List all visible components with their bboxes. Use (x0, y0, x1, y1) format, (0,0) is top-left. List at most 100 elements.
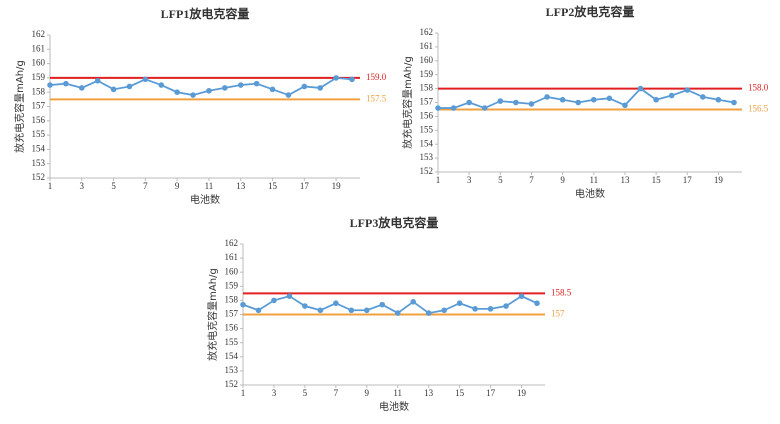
data-point (379, 301, 386, 308)
reference-label: 156.5 (748, 104, 769, 114)
x-tick-label: 5 (303, 388, 308, 398)
x-tick-label: 5 (498, 175, 503, 185)
y-tick-label: 162 (420, 27, 434, 37)
data-point (487, 306, 494, 312)
data-point (684, 87, 691, 93)
data-point (190, 92, 196, 98)
x-tick-label: 17 (486, 388, 496, 398)
x-tick-label: 11 (589, 175, 598, 185)
y-tick-label: 156 (420, 110, 434, 120)
chart-title: LFP3放电克容量 (350, 215, 439, 230)
y-tick-label: 161 (225, 252, 239, 262)
data-point (142, 76, 149, 83)
y-tick-label: 153 (225, 365, 239, 375)
chart-title: LFP1放电克容量 (161, 6, 250, 21)
y-tick-label: 152 (225, 379, 239, 389)
data-point (622, 102, 628, 109)
y-tick-label: 157 (32, 101, 46, 111)
x-tick-label: 7 (143, 181, 148, 191)
y-tick-label: 159 (420, 69, 434, 79)
data-point (575, 99, 582, 106)
x-tick-label: 7 (334, 388, 339, 398)
data-point (333, 300, 339, 307)
x-tick-label: 19 (714, 175, 724, 185)
data-point (425, 310, 432, 316)
data-point (534, 300, 540, 307)
data-point (110, 86, 117, 93)
data-point (253, 80, 260, 87)
y-tick-label: 158 (420, 83, 434, 93)
data-point (456, 300, 463, 307)
data-point (410, 299, 417, 305)
data-point (348, 307, 355, 314)
x-tick-label: 13 (620, 175, 630, 185)
x-tick-label: 17 (300, 181, 310, 191)
y-tick-label: 154 (420, 138, 434, 148)
x-tick-label: 3 (80, 181, 85, 191)
data-point (653, 96, 659, 103)
data-point (333, 75, 339, 81)
y-tick-label: 160 (420, 55, 434, 65)
data-point (349, 76, 355, 83)
data-point (94, 77, 101, 84)
reference-label: 158.5 (551, 287, 572, 297)
data-point (317, 307, 324, 314)
data-point (731, 99, 737, 106)
x-axis-label: 电池数 (379, 400, 409, 413)
x-tick-label: 1 (48, 181, 53, 191)
x-tick-label: 9 (175, 181, 180, 191)
y-tick-label: 161 (420, 41, 434, 51)
x-tick-label: 15 (268, 181, 278, 191)
reference-label: 157 (551, 309, 565, 319)
x-axis-label: 电池数 (575, 187, 605, 200)
data-point (715, 96, 722, 103)
y-tick-label: 155 (225, 337, 239, 347)
data-point (435, 105, 441, 111)
y-tick-label: 160 (32, 58, 46, 68)
x-tick-label: 3 (272, 388, 277, 398)
data-point (126, 83, 133, 90)
data-point (503, 303, 509, 309)
y-tick-label: 156 (225, 323, 239, 333)
x-tick-label: 9 (560, 175, 565, 185)
x-tick-label: 1 (241, 388, 246, 398)
reference-label: 158.0 (748, 83, 769, 93)
x-tick-label: 1 (436, 175, 441, 185)
data-point (63, 80, 69, 87)
data-point (174, 89, 180, 95)
reference-label: 157.5 (366, 93, 387, 103)
data-point (240, 301, 246, 308)
data-point (269, 86, 276, 93)
data-point (472, 306, 478, 312)
x-tick-label: 9 (365, 388, 370, 398)
data-line (49, 76, 353, 97)
y-tick-label: 162 (32, 29, 46, 39)
data-point (158, 82, 165, 88)
y-axis-label: 放充电克容量mAh/g (401, 56, 414, 149)
x-tick-label: 7 (529, 175, 534, 185)
x-tick-label: 3 (467, 175, 472, 185)
y-tick-label: 162 (225, 238, 239, 248)
data-point (222, 85, 228, 91)
y-tick-label: 157 (225, 309, 239, 319)
x-tick-label: 17 (683, 175, 693, 185)
x-tick-label: 13 (424, 388, 434, 398)
data-point (518, 293, 525, 299)
data-point (285, 92, 292, 98)
reference-label: 159.0 (366, 72, 387, 82)
x-tick-label: 15 (455, 388, 465, 398)
y-tick-label: 158 (225, 294, 239, 304)
data-point (700, 94, 706, 100)
y-tick-label: 156 (32, 115, 46, 125)
y-tick-label: 155 (32, 129, 46, 139)
data-point (450, 105, 457, 111)
data-point (206, 87, 212, 94)
data-point (302, 303, 308, 309)
data-point (590, 96, 597, 103)
x-tick-label: 5 (111, 181, 116, 191)
data-point (394, 310, 401, 316)
data-point (513, 99, 519, 106)
y-tick-label: 152 (32, 172, 46, 182)
chart-title: LFP2放电克容量 (546, 4, 635, 19)
